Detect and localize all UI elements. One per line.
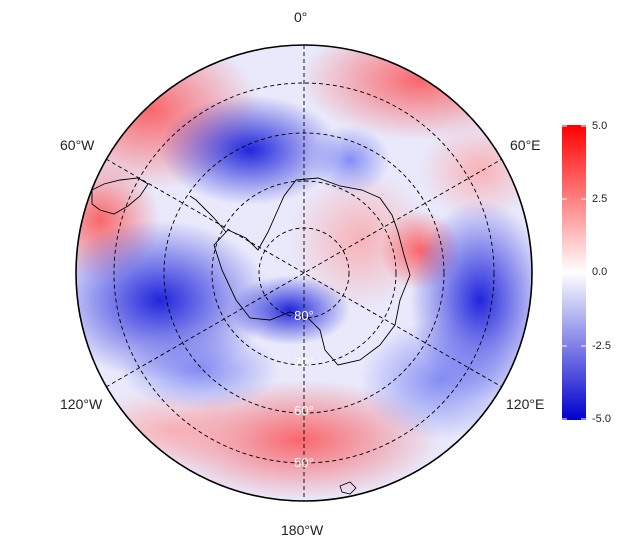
- map-border: [75, 44, 533, 502]
- meridian-grid: [105, 45, 503, 501]
- colorbar-label-0: 0.0: [592, 266, 608, 278]
- lat-label-70: 70°: [294, 355, 314, 370]
- colorbar-label-neg-2-5: -2.5: [592, 340, 611, 352]
- anomaly-field: [76, 45, 532, 501]
- antarctica-coastline: [213, 177, 411, 366]
- lat-label-80: 80°: [294, 308, 314, 323]
- lat-label-50: 50°: [294, 455, 314, 470]
- lon-label-120w: 120°W: [60, 396, 103, 412]
- lon-label-120e: 120°E: [506, 396, 545, 412]
- lat-label-60: 60°: [294, 403, 314, 418]
- lon-label-60e: 60°E: [510, 137, 541, 153]
- lon-label-60w: 60°W: [60, 137, 95, 153]
- south-america-coastline: [91, 177, 149, 215]
- lon-label-180w: 180°W: [281, 522, 324, 538]
- colorbar-label-neg-5: -5.0: [592, 413, 611, 425]
- lon-label-0: 0°: [294, 9, 308, 25]
- islands-outline: [339, 481, 357, 495]
- latitude-labels: 80° 70° 60° 50°: [294, 308, 314, 470]
- peninsula-coastline: [189, 195, 227, 233]
- colorbar-label-2-5: 2.5: [592, 193, 608, 205]
- colorbar-ticks: [562, 125, 586, 420]
- colorbar-label-5: 5.0: [592, 120, 608, 132]
